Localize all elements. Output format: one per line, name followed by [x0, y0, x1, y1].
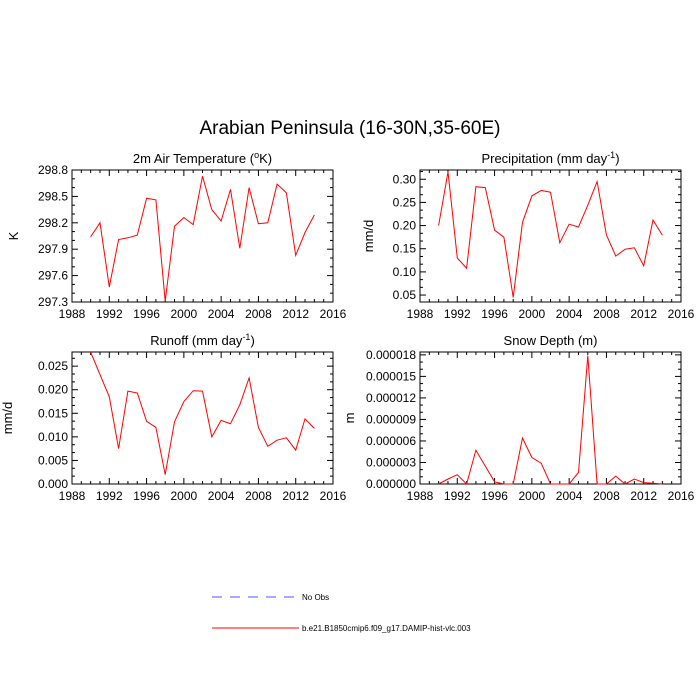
x-tick-label: 1988: [407, 489, 434, 503]
y-tick-label: 0.000018: [366, 348, 416, 362]
panel-title: Snow Depth (m): [504, 333, 598, 348]
plot-frame: [419, 169, 682, 303]
panel-title: 2m Air Temperature (oK): [133, 150, 272, 166]
y-tick-label: 0.15: [393, 242, 417, 256]
x-tick-label: 2008: [245, 307, 272, 321]
panel-title-main: 2m Air Temperature (: [133, 151, 255, 166]
panel-3: Runoff (mm day-1) mm/d 1988 1992 1996 2000 200…: [0, 332, 347, 503]
x-tick-label: 1992: [96, 489, 123, 503]
y-tick-label: 0.000000: [366, 477, 416, 491]
y-axis-label: K: [6, 231, 21, 240]
y-tick-label: 298.2: [38, 216, 68, 230]
x-tick-label: 2012: [630, 307, 657, 321]
legend: No Obs b.e21.B1850cmip6.f09_g17.DAMIP-his…: [212, 593, 471, 633]
x-tick-label: 2008: [593, 489, 620, 503]
x-tick-label: 1988: [59, 489, 86, 503]
x-tick-label: 1988: [407, 307, 434, 321]
y-tick-label: 0.05: [393, 288, 417, 302]
x-tick-label: 2004: [208, 307, 235, 321]
panel-title: Precipitation (mm day-1): [481, 150, 619, 166]
legend-label-1: No Obs: [302, 593, 329, 602]
y-tick-label: 0.30: [393, 172, 417, 186]
y-tick-label: 0.015: [38, 406, 68, 420]
x-tick-label: 1992: [444, 307, 471, 321]
x-tick-label: 1996: [481, 489, 508, 503]
plot-frame: [71, 351, 334, 485]
panel-title-main: Snow Depth (m): [504, 333, 598, 348]
panel-title-superscript: -1: [607, 150, 615, 160]
y-axis-label: mm/d: [0, 402, 15, 435]
y-tick-label: 0.020: [38, 383, 68, 397]
legend-label-2: b.e21.B1850cmip6.f09_g17.DAMIP-hist-vlc.…: [302, 624, 471, 633]
x-tick-label: 2016: [668, 489, 695, 503]
y-tick-label: 0.005: [38, 453, 68, 467]
panel-title-tail: K): [259, 151, 272, 166]
x-tick-label: 1996: [133, 489, 160, 503]
panel-title-superscript: -1: [242, 332, 250, 342]
x-tick-label: 2012: [282, 307, 309, 321]
y-tick-label: 0.25: [393, 195, 417, 209]
y-tick-label: 0.010: [38, 430, 68, 444]
x-tick-label: 1996: [133, 307, 160, 321]
x-tick-label: 2000: [519, 489, 546, 503]
y-tick-label: 0.000003: [366, 455, 416, 469]
y-tick-label: 0.025: [38, 359, 68, 373]
y-tick-label: 0.000015: [366, 369, 416, 383]
x-tick-label: 1996: [481, 307, 508, 321]
y-tick-label: 0.000012: [366, 391, 416, 405]
x-tick-label: 2012: [282, 489, 309, 503]
x-tick-label: 2008: [245, 489, 272, 503]
series-line: [438, 355, 663, 485]
x-tick-label: 2000: [519, 307, 546, 321]
y-axis-label: m: [342, 413, 357, 424]
figure-title: Arabian Peninsula (16-30N,35-60E): [199, 118, 500, 139]
panel-2: Precipitation (mm day-1) mm/d 1988 1992 1996…: [361, 150, 695, 321]
plot-frame: [419, 351, 682, 485]
plot-frame: [71, 169, 334, 303]
x-tick-label: 2016: [668, 307, 695, 321]
y-tick-label: 297.9: [38, 242, 68, 256]
x-tick-label: 2016: [320, 307, 347, 321]
y-tick-label: 0.000006: [366, 434, 416, 448]
x-tick-label: 2012: [630, 489, 657, 503]
chart-panels: 2m Air Temperature (oK) K 1988 1992 1996 2000…: [0, 150, 695, 503]
y-tick-label: 298.5: [38, 189, 68, 203]
panel-title-main: Precipitation (mm day: [481, 151, 607, 166]
series-line: [438, 171, 663, 298]
x-tick-label: 2016: [320, 489, 347, 503]
panel-title: Runoff (mm day-1): [150, 332, 255, 348]
x-tick-label: 2008: [593, 307, 620, 321]
panel-title-main: Runoff (mm day: [150, 333, 243, 348]
panel-title-superscript: o: [254, 150, 259, 160]
x-tick-label: 2004: [556, 307, 583, 321]
panel-title-tail: ): [250, 333, 254, 348]
y-tick-label: 297.3: [38, 295, 68, 309]
y-tick-label: 0.10: [393, 265, 417, 279]
y-axis-label: mm/d: [361, 220, 376, 253]
x-tick-label: 1988: [59, 307, 86, 321]
y-tick-label: 298.8: [38, 163, 68, 177]
x-tick-label: 2000: [171, 489, 198, 503]
x-tick-label: 2004: [208, 489, 235, 503]
series-line: [90, 176, 315, 302]
x-tick-label: 1992: [444, 489, 471, 503]
panel-1: 2m Air Temperature (oK) K 1988 1992 1996 2000…: [6, 150, 347, 321]
panel-4: Snow Depth (m) m 1988 1992 1996 2000 2004 2008 2…: [342, 333, 695, 503]
y-tick-label: 0.000: [38, 477, 68, 491]
series-line: [90, 351, 315, 475]
y-tick-label: 297.6: [38, 269, 68, 283]
x-tick-label: 1992: [96, 307, 123, 321]
y-tick-label: 0.000009: [366, 412, 416, 426]
x-tick-label: 2000: [171, 307, 198, 321]
x-tick-label: 2004: [556, 489, 583, 503]
panel-title-tail: ): [615, 151, 619, 166]
y-tick-label: 0.20: [393, 219, 417, 233]
